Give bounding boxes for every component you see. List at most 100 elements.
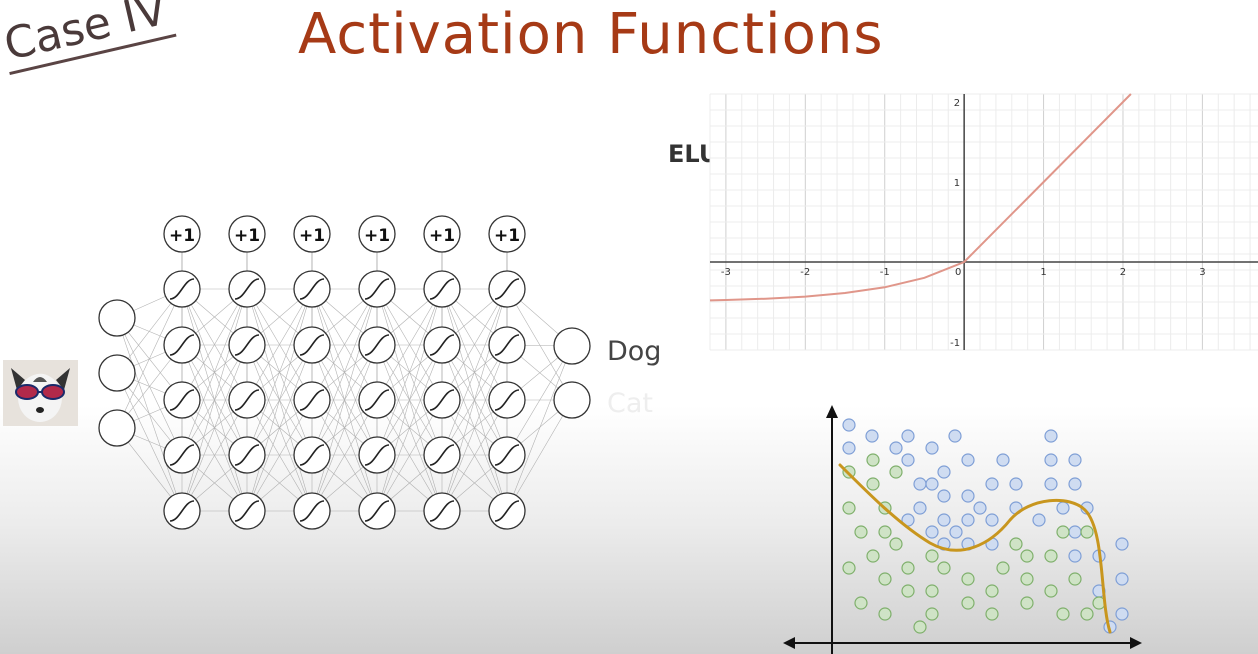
connection-line [376,288,443,456]
blue-point [842,441,856,455]
activation-curve [494,444,520,466]
bias-label: +1 [494,226,520,246]
activation-curve [494,278,520,300]
activation-curve [169,389,195,411]
blue-point [865,429,879,443]
blue-point [889,441,903,455]
blue-point [1115,607,1129,621]
green-point [913,620,927,634]
green-point [866,453,880,467]
scatter-x-arrow-right [1130,637,1142,649]
activation-curve [169,278,195,300]
x-tick-label: 3 [1199,267,1205,278]
green-point [1044,549,1058,563]
activation-curve [234,444,260,466]
activation-curve [299,389,325,411]
blue-point [961,453,975,467]
input-node [98,354,136,392]
dog-illustration [11,368,70,422]
green-point [925,549,939,563]
blue-point [1044,429,1058,443]
blue-point [973,501,987,515]
green-point [842,501,856,515]
connection-line [181,399,248,512]
connection-line [441,288,508,512]
bias-node [228,215,266,253]
bias-label: +1 [299,226,325,246]
green-point [878,572,892,586]
connection-line [246,344,313,512]
blue-point [1032,513,1046,527]
x-tick-label: -2 [800,267,810,278]
decision-boundary [838,463,1112,634]
input-node [98,299,136,337]
x-tick-label: -3 [721,267,731,278]
activation-curve [494,334,520,356]
y-tick-label: 1 [954,178,960,189]
connection-line [441,399,508,512]
blue-point [913,501,927,515]
green-point [985,584,999,598]
blue-point [1068,525,1082,539]
x-tick-label: 2 [1120,267,1126,278]
activation-curve [169,500,195,522]
elu-curve [709,93,1132,302]
connection-line [506,288,573,401]
blue-point [1044,477,1058,491]
x-tick-label: 1 [1040,267,1046,278]
blue-point [1068,477,1082,491]
green-point [925,584,939,598]
blue-point [901,453,915,467]
green-point [901,584,915,598]
connection-line [181,344,248,512]
connection-line [181,288,248,401]
elu-grid [709,93,1258,351]
green-point [1056,607,1070,621]
connection-line [376,399,443,512]
blue-point [985,513,999,527]
blue-point [925,441,939,455]
green-point [1009,537,1023,551]
activation-curve [429,389,455,411]
activation-curve [299,444,325,466]
connection-line [246,288,313,512]
bias-node [293,215,331,253]
connection-line [376,288,443,512]
green-point [925,607,939,621]
blue-point [1115,572,1129,586]
blue-point [913,477,927,491]
green-point [901,561,915,575]
activation-curve [299,500,325,522]
bias-label: +1 [429,226,455,246]
activation-curve [299,334,325,356]
green-point [854,525,868,539]
connection-line [311,344,378,512]
bias-node [423,215,461,253]
connection-line [181,288,248,512]
bias-node [488,215,526,253]
blue-point [1009,477,1023,491]
connection-line [116,288,183,429]
connection-line [246,288,313,401]
activation-curve [169,444,195,466]
blue-point [948,429,962,443]
connection-line [441,344,508,512]
green-point [866,477,880,491]
green-point [961,596,975,610]
green-point [985,607,999,621]
blue-point [985,477,999,491]
activation-curve [364,500,390,522]
y-tick-label: -1 [950,338,960,349]
bias-label: +1 [364,226,390,246]
neural-network-diagram: +1 +1 +1 +1 +1 +1 [98,215,591,530]
blue-point [1068,549,1082,563]
green-point [937,561,951,575]
blue-point [925,477,939,491]
dog-photo [3,360,78,426]
connection-line [311,288,378,512]
activation-curve [234,389,260,411]
activation-curve [429,444,455,466]
activation-curve [234,500,260,522]
connection-line [376,344,443,512]
